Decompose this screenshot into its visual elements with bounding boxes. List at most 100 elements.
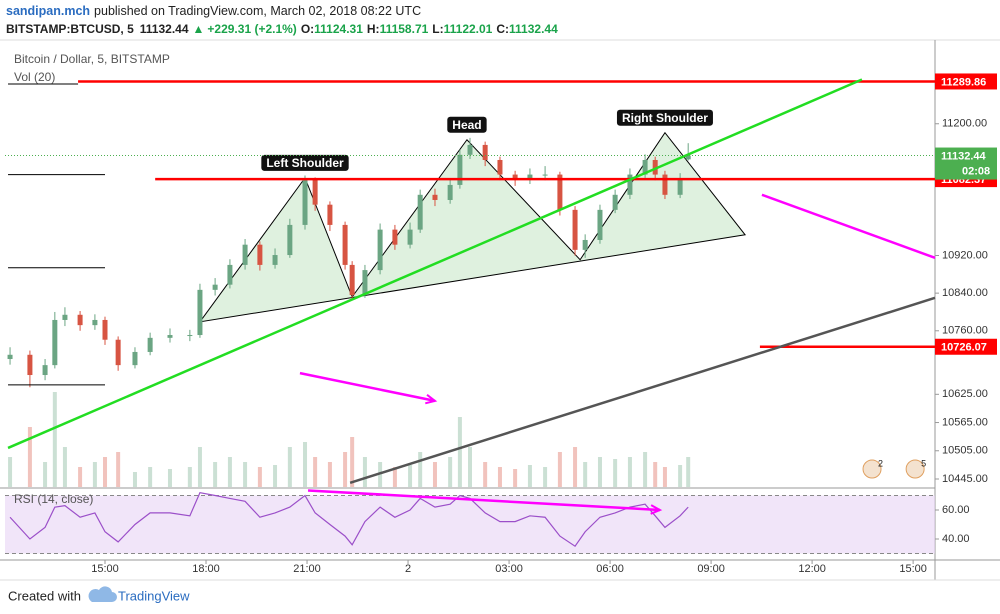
- x-tick-label: 12:00: [798, 563, 826, 575]
- legend: Bitcoin / Dollar, 5, BITSTAMP: [14, 52, 170, 66]
- volume-bar: [92, 462, 97, 487]
- volume-bar: [527, 465, 532, 487]
- annotation-label: Left Shoulder: [266, 156, 344, 170]
- volume-bar: [132, 472, 137, 487]
- candle-body: [7, 354, 13, 360]
- candle-body: [132, 351, 138, 366]
- x-tick-label: 09:00: [697, 563, 725, 575]
- price-label-box: [935, 338, 997, 355]
- event-badge: [905, 459, 925, 479]
- candle-body: [302, 179, 308, 225]
- volume-bar: [573, 447, 578, 487]
- volume-bar: [43, 462, 48, 487]
- arrow-head: [425, 394, 438, 405]
- ohlc-key: O:: [301, 22, 314, 36]
- volume-bar: [643, 452, 648, 487]
- candle-body: [92, 319, 98, 326]
- volume-bar: [103, 457, 108, 487]
- candle-body: [287, 224, 293, 256]
- candle-body: [457, 154, 463, 185]
- candle-body: [167, 335, 173, 338]
- candle-body: [42, 365, 48, 376]
- volume-bar: [213, 462, 218, 487]
- candle-body: [115, 339, 121, 366]
- y-tick-label: 10920.00: [942, 249, 988, 261]
- y-tick-label: 10625.00: [942, 388, 988, 400]
- candle-body: [417, 194, 423, 230]
- candle-body: [102, 319, 108, 340]
- x-tick-label: 06:00: [596, 563, 624, 575]
- candle-body: [349, 264, 355, 296]
- candle-body: [685, 155, 691, 160]
- candle-body: [642, 159, 648, 175]
- ohlc-value: 11132.44: [509, 22, 558, 36]
- created-with: Created with: [8, 588, 81, 603]
- x-tick-label: 21:00: [293, 563, 321, 575]
- ohlc-value: 11124.31: [314, 22, 363, 36]
- annotation-label: Right Shoulder: [622, 111, 708, 125]
- x-tick-label: 2: [405, 563, 411, 575]
- x-tick-label: 18:00: [192, 563, 220, 575]
- candle-body: [342, 224, 348, 265]
- price-label: 10726.07: [941, 342, 987, 354]
- candle-body: [257, 244, 263, 265]
- candle-body: [362, 270, 368, 296]
- annotation-box: [261, 154, 349, 171]
- volume-legend: Vol (20): [14, 70, 55, 84]
- volume-bar: [148, 467, 153, 487]
- y-tick-label: 10840.00: [942, 287, 988, 299]
- publish-line: sandipan.mch published on TradingView.com…: [6, 4, 421, 18]
- change-arrow: ▲: [193, 22, 205, 36]
- price-label: 11289.86: [941, 76, 986, 88]
- volume-bar: [78, 467, 83, 487]
- change: +229.31 (+2.1%): [207, 22, 296, 36]
- annotation-box: [616, 109, 713, 126]
- last-price: 11132.44: [140, 22, 189, 36]
- volume-bar: [350, 437, 355, 487]
- candle-body: [62, 314, 68, 320]
- volume-bar: [167, 469, 172, 487]
- y-tick-label: 10760.00: [942, 325, 988, 337]
- candle-body: [392, 229, 398, 245]
- candle-body: [627, 174, 633, 195]
- volume-bar: [327, 462, 332, 487]
- last-price-label: 11132.44: [941, 150, 987, 162]
- volume-bar: [597, 457, 602, 487]
- candle-body: [497, 159, 503, 175]
- brand-name[interactable]: TradingView: [118, 588, 190, 603]
- candle-body: [77, 314, 83, 326]
- drawing-line: [349, 296, 936, 484]
- candle-body: [272, 255, 278, 265]
- volume-bar: [678, 465, 683, 487]
- candle-body: [652, 159, 658, 175]
- volume-bar: [227, 457, 232, 487]
- candle-body: [597, 209, 603, 240]
- candle-body: [447, 184, 453, 200]
- brand-logo[interactable]: [88, 586, 117, 602]
- drawing-line: [7, 78, 863, 450]
- volume-bar: [8, 457, 13, 487]
- drawing-line: [307, 489, 660, 512]
- event-count: 2: [878, 458, 883, 468]
- published: published on TradingView.com, March 02, …: [94, 4, 421, 18]
- volume-bar: [197, 447, 202, 487]
- symbol-line: BITSTAMP:BTCUSD, 5 11132.44 ▲ +229.31 (+2.1…: [6, 22, 558, 36]
- volume-bar: [557, 452, 562, 487]
- y-tick-label: 10445.00: [942, 473, 988, 485]
- volume-bar: [287, 447, 292, 487]
- candle-body: [187, 335, 193, 337]
- candle-body: [662, 174, 668, 195]
- candle-body: [467, 144, 473, 155]
- candle-body: [52, 319, 58, 366]
- x-tick-label: 15:00: [899, 563, 927, 575]
- candle-body: [557, 174, 563, 210]
- candle-body: [432, 194, 438, 200]
- author[interactable]: sandipan.mch: [6, 4, 90, 18]
- volume-bar: [62, 447, 67, 487]
- y-tick-label: 10505.00: [942, 445, 988, 457]
- volume-bar: [187, 467, 192, 487]
- candle-body: [147, 337, 153, 352]
- volume-bar: [273, 465, 278, 487]
- volume-bar: [613, 459, 618, 487]
